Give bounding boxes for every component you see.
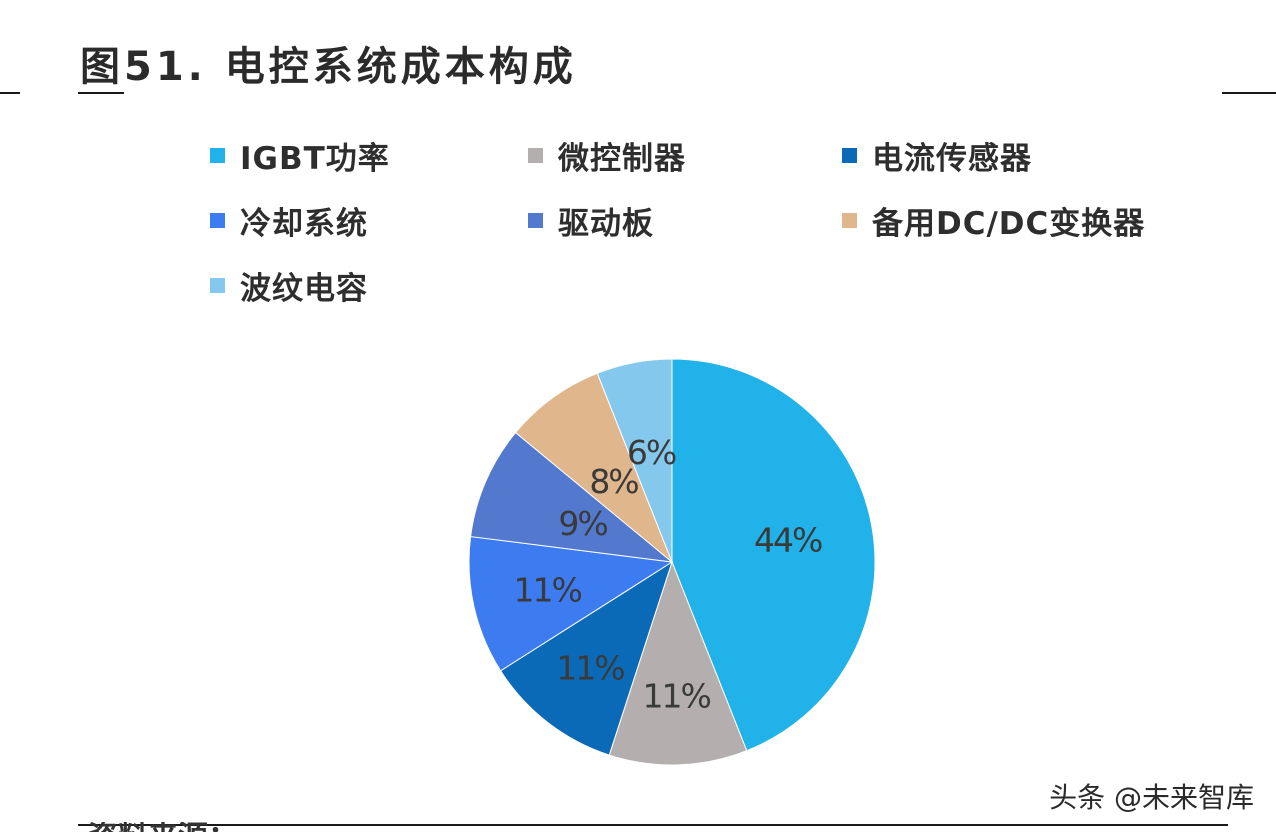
legend-item: 驱动板: [528, 200, 654, 242]
source-note-text: 资料来源：…: [88, 823, 728, 832]
legend-label: 备用DC/DC变换器: [872, 205, 1146, 242]
pie-slice: [608, 560, 748, 766]
legend-item: 波纹电容: [210, 265, 368, 307]
slice-percent-label: 8%: [589, 462, 638, 501]
slice-percent-label: 11%: [514, 570, 582, 609]
slice-percent-label: 44%: [754, 520, 822, 559]
legend-swatch: [210, 277, 225, 293]
legend-label: 驱动板: [558, 205, 654, 242]
slice-percent-label: 11%: [643, 676, 711, 715]
figure-title: 图51. 电控系统成本构成: [80, 44, 577, 90]
slice-percent-label: 6%: [627, 433, 676, 472]
legend-swatch: [528, 212, 543, 228]
pie-slice: [596, 358, 673, 563]
legend-item: IGBT功率: [210, 135, 390, 177]
pie-slices: [468, 358, 876, 766]
title-underline: [78, 92, 124, 94]
legend-label: 冷却系统: [240, 205, 368, 242]
pie-slice: [470, 431, 674, 563]
legend-swatch: [842, 147, 857, 163]
title-rule-left: [0, 92, 20, 94]
pie-slice: [468, 536, 674, 672]
legend-item: 备用DC/DC变换器: [842, 200, 1146, 242]
legend-item: 冷却系统: [210, 200, 368, 242]
pie-slice: [671, 358, 876, 752]
legend-swatch: [528, 147, 543, 163]
legend-swatch: [210, 212, 225, 228]
source-note-cut: 资料来源：…: [88, 822, 728, 832]
pie-labels: 44% 11% 11% 11% 9%8%6%: [514, 433, 824, 716]
title-rule-right: [1222, 92, 1276, 94]
pie-slice: [514, 372, 673, 563]
legend-item: 微控制器: [528, 135, 686, 177]
legend-swatch: [210, 147, 225, 163]
legend-item: 电流传感器: [842, 135, 1032, 177]
legend-label: 波纹电容: [240, 270, 368, 307]
slice-percent-label: 9%: [558, 504, 607, 543]
watermark: 头条 @未来智库: [1049, 781, 1254, 814]
pie-slice: [499, 560, 673, 756]
slice-percent-label: 11%: [556, 648, 624, 687]
legend-swatch: [842, 212, 857, 228]
footer-rule: [78, 824, 1228, 826]
legend-label: IGBT功率: [240, 140, 390, 177]
legend-label: 微控制器: [558, 140, 686, 177]
legend-label: 电流传感器: [872, 140, 1032, 177]
